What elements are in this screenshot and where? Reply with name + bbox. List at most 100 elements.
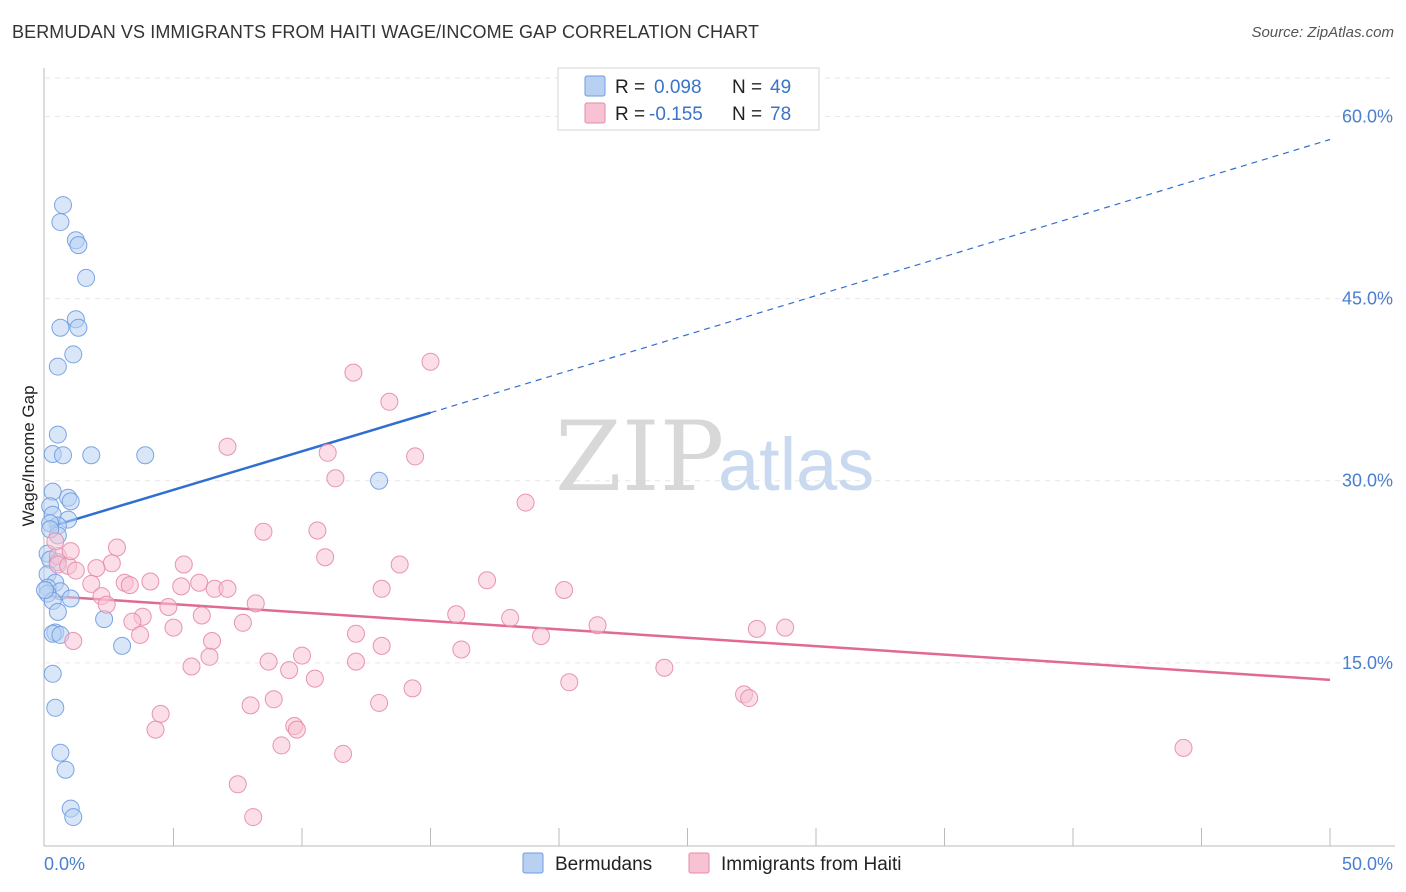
point-bermudans (53, 196, 72, 215)
point-haiti (164, 618, 183, 637)
point-haiti (390, 555, 409, 574)
source-label: Source: ZipAtlas.com (1251, 24, 1394, 41)
point-haiti (516, 493, 535, 512)
trend-line-bermudans (49, 411, 431, 529)
point-haiti (107, 538, 126, 557)
point-haiti (403, 679, 422, 698)
legend-swatch-bermudans (584, 75, 606, 97)
y-tick-label: 15.0% (1342, 653, 1393, 673)
watermark: ZIP atlas (555, 401, 874, 513)
point-haiti (46, 532, 65, 551)
point-haiti (146, 720, 165, 739)
point-bermudans (43, 664, 62, 683)
point-haiti (218, 579, 237, 598)
legend-n-value-1: 49 (770, 77, 791, 98)
point-haiti (102, 554, 121, 573)
bottom-legend-label-haiti: Immigrants from Haiti (721, 854, 902, 875)
legend-swatch-haiti (584, 102, 606, 124)
point-haiti (218, 437, 237, 456)
point-haiti (380, 392, 399, 411)
legend: R = 0.098 N = 49 R = -0.155 N = 78 (557, 67, 820, 131)
point-bermudans (53, 446, 72, 465)
point-haiti (452, 640, 471, 659)
point-haiti (334, 744, 353, 763)
trend-line-bermudans-extension (430, 138, 1331, 414)
point-bermudans (48, 425, 67, 444)
legend-n-value-2: 78 (770, 104, 791, 125)
point-haiti (172, 577, 191, 596)
point-haiti (159, 598, 178, 616)
point-haiti (200, 647, 219, 666)
point-haiti (372, 636, 391, 655)
point-haiti (254, 522, 273, 541)
point-haiti (447, 605, 466, 624)
point-haiti (131, 625, 150, 644)
point-haiti (61, 542, 80, 561)
point-haiti (316, 548, 335, 567)
point-haiti (203, 632, 222, 650)
point-haiti (64, 632, 83, 650)
x-tick-label: 50.0% (1342, 854, 1393, 874)
point-haiti (123, 612, 142, 631)
point-haiti (346, 624, 365, 643)
point-haiti (97, 595, 116, 614)
bottom-legend-swatch-bermudans (522, 852, 544, 874)
x-tick-label: 0.0% (44, 854, 85, 874)
point-haiti (192, 606, 211, 625)
point-haiti (372, 579, 391, 598)
point-bermudans (69, 318, 88, 337)
point-haiti (318, 443, 337, 462)
point-haiti (747, 619, 766, 638)
point-haiti (87, 559, 106, 578)
point-haiti (776, 618, 795, 637)
trend-line-haiti (50, 594, 1331, 682)
point-bermudans (69, 236, 88, 255)
point-haiti (280, 661, 299, 680)
point-bermudans (51, 743, 70, 762)
point-haiti (190, 573, 209, 592)
point-bermudans (136, 446, 155, 465)
point-bermudans (46, 698, 65, 717)
legend-n-label-1: N = (732, 77, 762, 98)
point-haiti (406, 447, 425, 466)
point-haiti (344, 363, 363, 382)
point-bermudans (48, 357, 67, 376)
point-haiti (293, 646, 311, 665)
point-bermudans (64, 345, 83, 364)
point-bermudans (64, 808, 83, 827)
point-haiti (308, 521, 327, 540)
point-haiti (264, 690, 283, 709)
point-haiti (151, 704, 170, 723)
point-haiti (246, 594, 265, 613)
bottom-legend: Bermudans Immigrants from Haiti (522, 852, 902, 875)
point-haiti (241, 696, 260, 715)
chart-title: BERMUDAN VS IMMIGRANTS FROM HAITI WAGE/I… (12, 22, 760, 42)
point-bermudans (113, 636, 132, 655)
point-haiti (305, 669, 324, 688)
point-haiti (120, 576, 139, 595)
watermark-zip: ZIP (555, 401, 724, 513)
point-haiti (555, 581, 574, 599)
legend-r-label-2: R = (615, 104, 645, 125)
gridlines (45, 77, 1395, 664)
point-haiti (370, 693, 389, 712)
point-haiti (421, 352, 440, 371)
point-haiti (182, 657, 201, 676)
point-haiti (272, 736, 291, 755)
point-bermudans (77, 268, 96, 287)
watermark-atlas: atlas (718, 423, 874, 506)
point-haiti (326, 469, 345, 488)
point-bermudans (48, 602, 67, 621)
legend-r-value-1: 0.098 (654, 77, 702, 98)
bottom-legend-label-bermudans: Bermudans (555, 854, 652, 875)
point-haiti (588, 616, 607, 635)
trend-lines (49, 138, 1331, 682)
point-haiti (259, 652, 278, 671)
point-haiti (174, 555, 193, 574)
point-haiti (560, 673, 579, 692)
point-haiti (1174, 738, 1193, 757)
legend-r-value-2: -0.155 (649, 104, 703, 125)
point-haiti (233, 613, 252, 632)
point-haiti (287, 720, 306, 739)
